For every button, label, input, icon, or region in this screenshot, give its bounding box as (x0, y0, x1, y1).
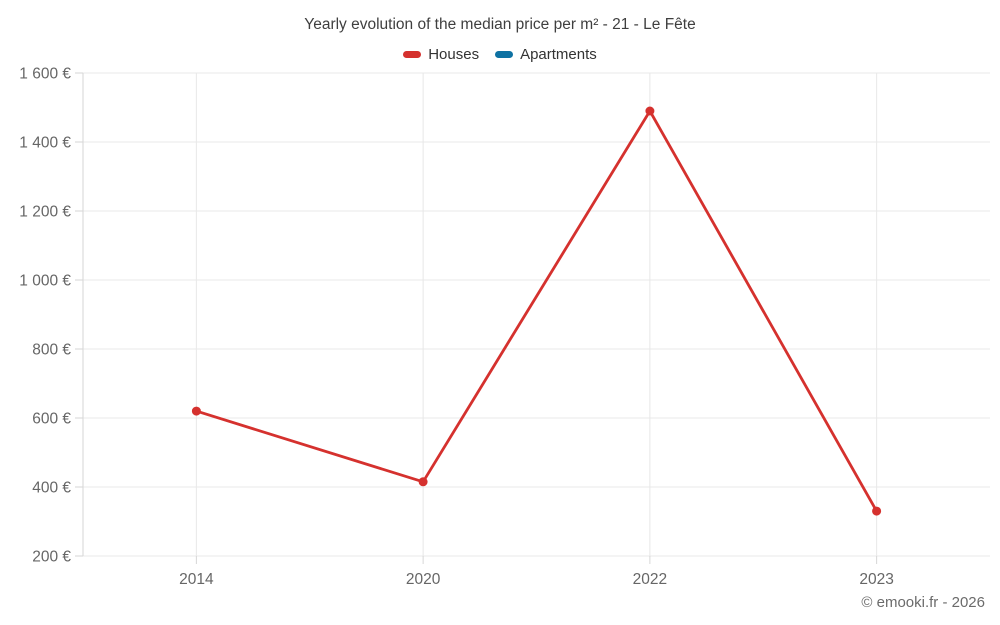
legend-label-houses: Houses (428, 46, 480, 63)
y-tick-label: 400 € (32, 479, 71, 496)
legend-item-houses[interactable]: Houses (403, 46, 479, 63)
y-tick-label: 1 000 € (19, 272, 71, 289)
data-point-houses-2023[interactable] (872, 506, 882, 516)
legend-item-apartments[interactable]: Apartments (495, 46, 597, 63)
data-point-houses-2022[interactable] (645, 106, 655, 116)
data-point-houses-2014[interactable] (191, 406, 201, 416)
data-point-houses-2020[interactable] (418, 477, 428, 487)
legend: Houses Apartments (0, 46, 1000, 63)
x-tick-label: 2020 (406, 571, 441, 588)
y-tick-label: 1 400 € (19, 134, 71, 151)
apartments-series-marker-icon (495, 51, 514, 58)
y-tick-label: 1 200 € (19, 203, 71, 220)
legend-label-apartments: Apartments (520, 46, 597, 63)
x-tick-label: 2014 (179, 571, 214, 588)
x-tick-label: 2022 (633, 571, 667, 588)
y-tick-label: 600 € (32, 410, 71, 427)
copyright: © emooki.fr - 2026 (861, 594, 985, 611)
houses-series-marker-icon (403, 51, 422, 58)
y-tick-label: 1 600 € (19, 65, 71, 82)
series-line-houses (195, 109, 878, 513)
y-tick-label: 200 € (32, 548, 71, 565)
chart-title: Yearly evolution of the median price per… (304, 16, 696, 33)
x-tick-label: 2023 (859, 571, 893, 588)
y-tick-label: 800 € (32, 341, 71, 358)
